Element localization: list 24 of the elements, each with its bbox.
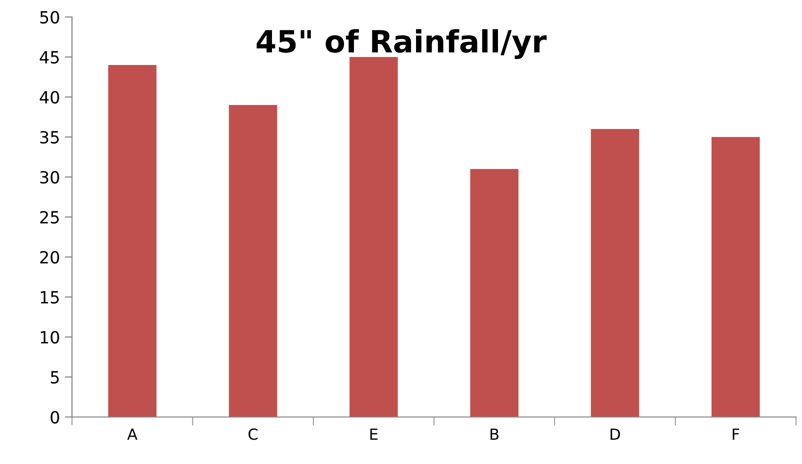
x-tick-label: A — [127, 428, 138, 440]
y-tick-label: 40 — [40, 90, 60, 104]
y-tick-label: 15 — [40, 291, 59, 304]
bar — [228, 105, 278, 417]
bar — [108, 65, 156, 417]
y-tick-label: 0 — [50, 410, 60, 424]
bar — [712, 137, 760, 417]
y-tick-label: 25 — [40, 210, 59, 224]
bar — [470, 169, 518, 417]
y-tick-label: 20 — [40, 250, 60, 264]
x-tick-label: E — [370, 428, 378, 440]
y-tick-label: 30 — [40, 170, 60, 184]
x-tick-label: D — [610, 428, 620, 440]
x-tick-label: C — [248, 428, 258, 440]
y-tick-label: 50 — [40, 10, 60, 24]
x-tick-label: F — [732, 428, 740, 440]
y-tick-label: 5 — [50, 371, 59, 384]
y-tick-label: 10 — [40, 330, 60, 344]
x-tick-label: B — [490, 428, 498, 440]
y-tick-label: 45 — [40, 51, 59, 64]
bar — [350, 57, 398, 417]
chart-title: 45" of Rainfall/yr — [256, 29, 547, 59]
y-tick-label: 35 — [40, 130, 59, 144]
bar — [590, 129, 640, 417]
